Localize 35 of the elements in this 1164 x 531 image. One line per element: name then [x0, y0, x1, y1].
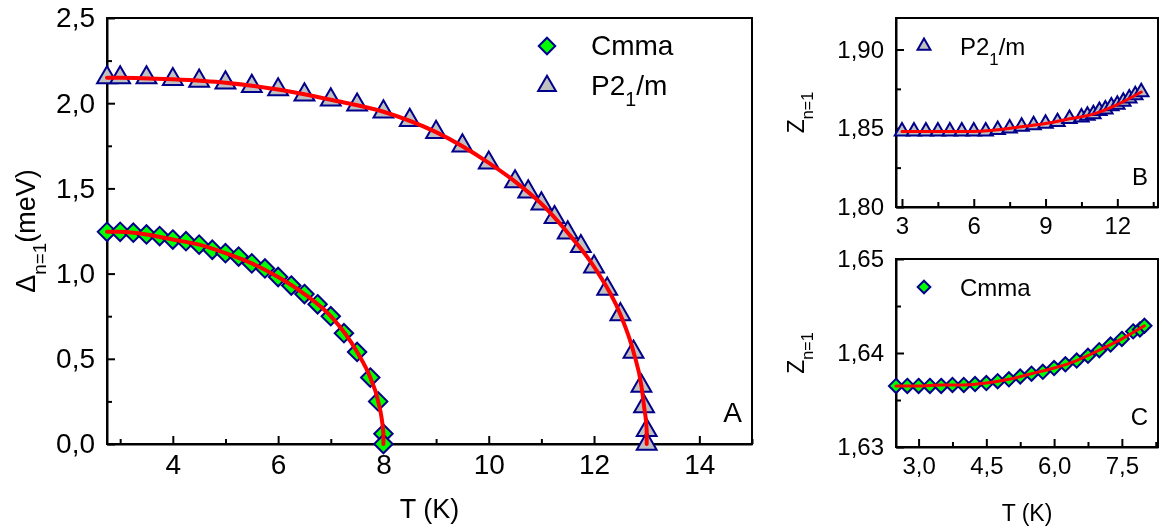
legend-label: P2$_{1}$/m — [960, 33, 1026, 69]
x-tick-label: 3 — [895, 212, 910, 240]
annotation: C — [1130, 403, 1148, 430]
x-tick-label: 6 — [270, 448, 287, 480]
y-tick-label: 1,5 — [56, 172, 95, 204]
y-tick-label: 1,85 — [837, 114, 884, 142]
x-axis-title: T (K) — [399, 494, 460, 524]
legend-label: Cmma — [960, 274, 1032, 301]
y-tick-label: 1,90 — [837, 35, 884, 63]
y-tick-label: 1,80 — [837, 193, 884, 221]
y-tick-label: 2,0 — [56, 87, 95, 119]
x-tick-label: 3,0 — [902, 452, 936, 480]
x-tick-label: 4 — [165, 448, 182, 480]
y-tick-label: 1,65 — [837, 245, 884, 273]
y-tick-label: 1,0 — [56, 258, 95, 290]
x-tick-label: 6,0 — [1037, 452, 1072, 480]
x-tick-label: 12 — [1104, 212, 1132, 240]
legend-label: Cmma — [591, 30, 674, 61]
x-tick-label: 12 — [578, 448, 611, 480]
x-tick-label: 4,5 — [970, 452, 1004, 480]
y-tick-label: 0,0 — [56, 428, 95, 460]
x-tick-label: 6 — [967, 212, 981, 240]
annotation: B — [1131, 163, 1148, 190]
y-tick-label: 0,5 — [56, 343, 95, 375]
y-tick-label: 2,5 — [56, 2, 95, 34]
x-tick-label: 9 — [1039, 212, 1053, 240]
legend-label: P2$_{1}$/m — [591, 70, 668, 110]
x-tick-label: 14 — [684, 448, 716, 480]
x-tick-label: 10 — [473, 448, 505, 480]
x-tick-label: 7,5 — [1105, 452, 1140, 480]
y-tick-label: 1,64 — [837, 339, 884, 367]
y-tick-label: 1,63 — [837, 433, 884, 461]
x-axis-title: T (K) — [1001, 500, 1053, 526]
x-tick-label: 8 — [376, 448, 392, 480]
annotation: A — [723, 397, 743, 428]
